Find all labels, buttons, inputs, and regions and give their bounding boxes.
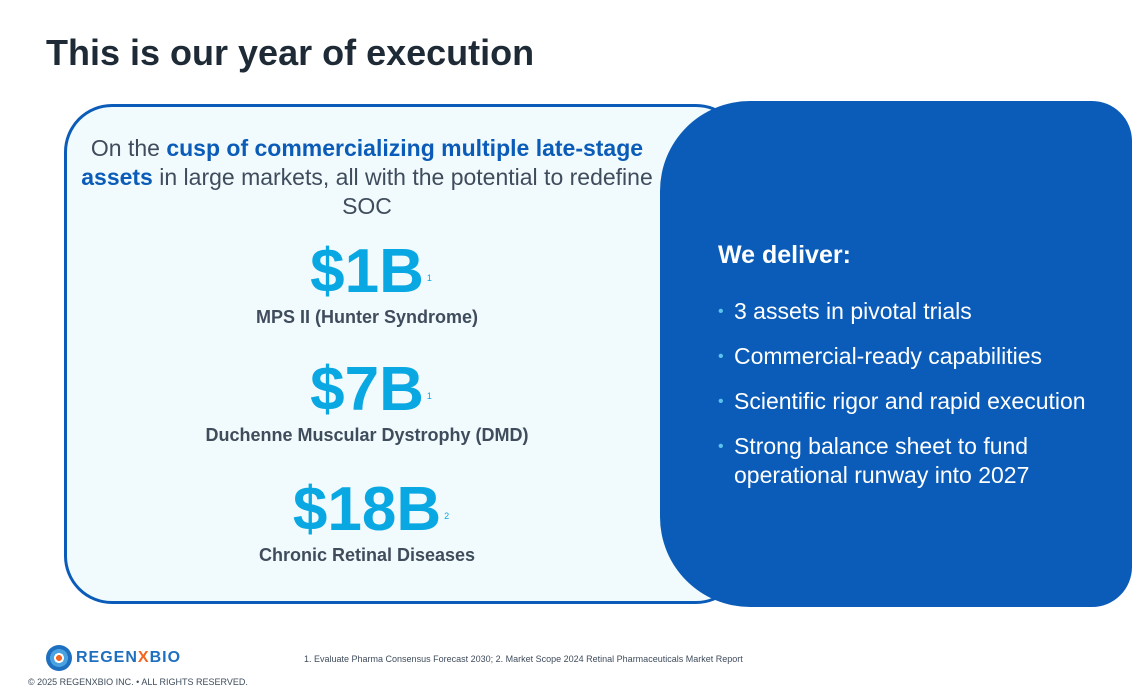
list-item: • 3 assets in pivotal trials bbox=[718, 297, 1128, 326]
bullet-icon: • bbox=[718, 438, 724, 455]
deliver-heading: We deliver: bbox=[718, 241, 851, 269]
logo-mark-icon bbox=[46, 645, 72, 671]
logo-x: X bbox=[137, 649, 150, 666]
stat-mps2: $1B 1 MPS II (Hunter Syndrome) bbox=[67, 241, 667, 328]
copyright: © 2025 REGENXBIO INC. • ALL RIGHTS RESER… bbox=[28, 677, 248, 687]
page-title: This is our year of execution bbox=[46, 32, 535, 73]
bullet-icon: • bbox=[718, 303, 724, 320]
stat-value: $7B bbox=[310, 355, 424, 424]
footnote-ref: 2 bbox=[444, 511, 450, 521]
list-item: • Commercial-ready capabilities bbox=[718, 342, 1128, 371]
footnotes: 1. Evaluate Pharma Consensus Forecast 20… bbox=[304, 654, 743, 664]
bullet-icon: • bbox=[718, 393, 724, 410]
bullet-icon: • bbox=[718, 348, 724, 365]
intro-bold: cusp of commercializing multiple late-st… bbox=[81, 135, 644, 190]
stat-retinal: $18B 2 Chronic Retinal Diseases bbox=[67, 479, 667, 566]
intro-post: in large markets, all with the potential… bbox=[152, 164, 653, 219]
stat-label: Chronic Retinal Diseases bbox=[258, 545, 476, 565]
list-item-text: Commercial-ready capabilities bbox=[734, 343, 1043, 369]
intro-pre: On the bbox=[90, 135, 167, 161]
logo-a: REGEN bbox=[76, 649, 138, 666]
list-item: • Scientific rigor and rapid execution bbox=[718, 387, 1128, 416]
list-item-text: Strong balance sheet to fund operational… bbox=[734, 433, 1030, 488]
footnote-ref: 1 bbox=[426, 273, 432, 283]
logo-text: REGENXBIO bbox=[76, 649, 181, 667]
intro-text: On the cusp of commercializing multiple … bbox=[67, 134, 667, 221]
market-panel: On the cusp of commercializing multiple … bbox=[64, 104, 744, 604]
list-item-text: Scientific rigor and rapid execution bbox=[734, 388, 1086, 414]
footnote-ref: 1 bbox=[426, 391, 432, 401]
stat-value: $1B bbox=[310, 237, 424, 306]
stat-label: MPS II (Hunter Syndrome) bbox=[255, 307, 479, 327]
stat-label: Duchenne Muscular Dystrophy (DMD) bbox=[205, 425, 529, 445]
deliver-panel: We deliver: • 3 assets in pivotal trials … bbox=[660, 101, 1132, 607]
regenxbio-logo: REGENXBIO bbox=[46, 645, 181, 671]
deliver-list: • 3 assets in pivotal trials • Commercial-… bbox=[718, 297, 1128, 506]
stat-value: $18B bbox=[292, 475, 442, 544]
logo-b: BIO bbox=[149, 649, 182, 666]
stat-dmd: $7B 1 Duchenne Muscular Dystrophy (DMD) bbox=[67, 359, 667, 446]
list-item-text: 3 assets in pivotal trials bbox=[734, 298, 972, 324]
list-item: • Strong balance sheet to fund operationa… bbox=[718, 432, 1078, 490]
